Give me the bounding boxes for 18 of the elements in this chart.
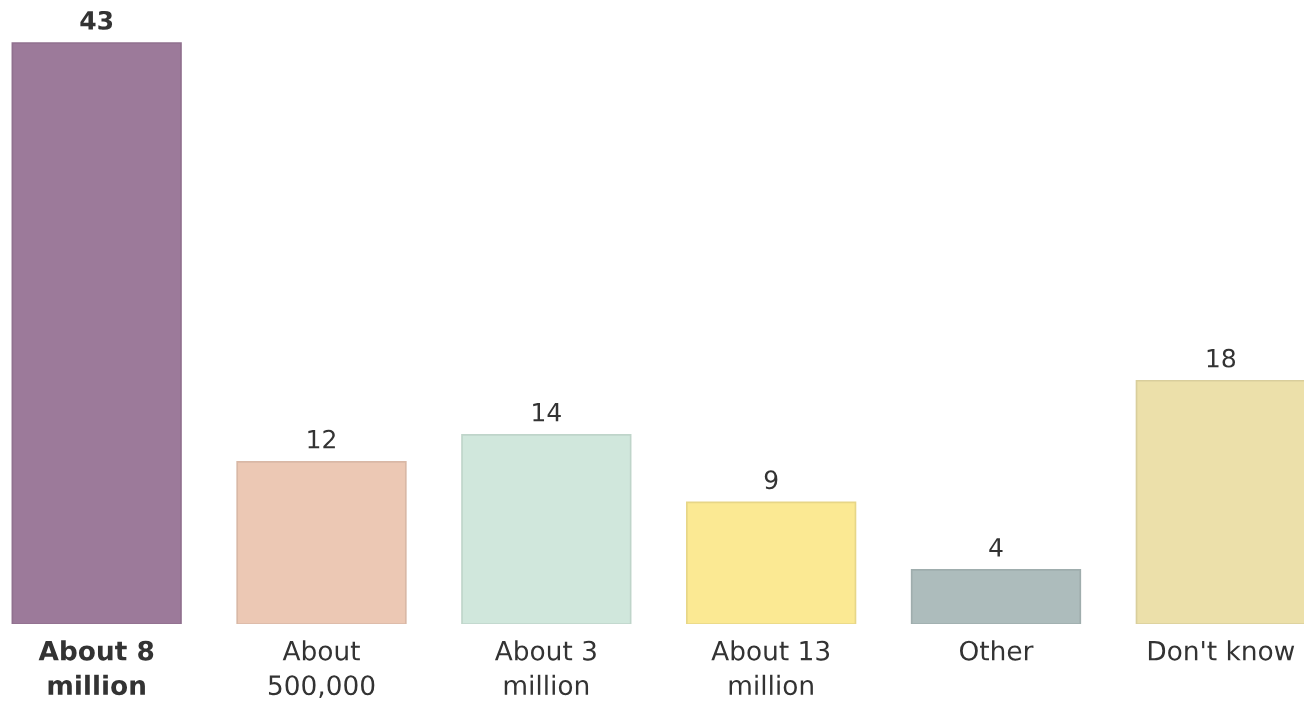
bar xyxy=(236,461,407,624)
x-tick-label: About 500,000 xyxy=(268,640,375,698)
data-label: 12 xyxy=(308,429,335,449)
bar xyxy=(686,501,857,624)
x-tick-label: Don't know xyxy=(1148,640,1295,661)
data-label: 43 xyxy=(80,10,113,30)
x-tick-label: About 13 million xyxy=(711,640,830,696)
x-tick-label: About 3 million xyxy=(494,640,596,696)
x-tick-label: Other xyxy=(960,640,1034,661)
data-label: 4 xyxy=(989,538,1003,557)
bar xyxy=(461,434,632,624)
x-tick-label: About 8 million xyxy=(38,640,154,696)
data-label: 18 xyxy=(1207,348,1236,368)
bar xyxy=(910,569,1082,624)
data-label: 14 xyxy=(533,403,561,422)
bar xyxy=(11,42,182,624)
bar xyxy=(1135,379,1304,624)
data-label: 9 xyxy=(764,470,778,490)
